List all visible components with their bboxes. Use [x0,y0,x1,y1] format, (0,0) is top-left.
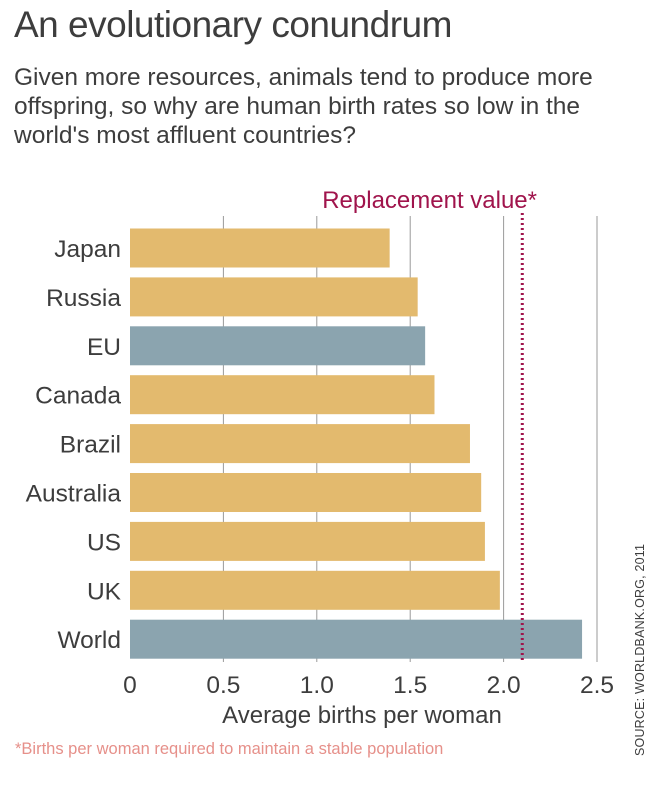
bar-uk [130,570,500,610]
source-note: SOURCE: WORLDBANK.ORG, 2011 [633,543,647,756]
bar-chart: Japan Russia EU Canada Brazil Australia US UK Wo… [26,187,614,729]
category-label: US [87,529,121,556]
bar-australia [130,473,482,512]
category-label: World [57,627,121,654]
x-axis-label: Average births per woman [222,702,502,729]
category-label: Russia [46,285,121,312]
category-label: UK [87,578,122,605]
replacement-reference: Replacement value* [322,187,537,662]
bar-canada [130,375,435,415]
category-label: Canada [35,383,121,410]
category-label: Japan [54,236,121,263]
category-label: Australia [26,481,122,508]
x-tick-label: 1.5 [393,672,427,699]
bars [130,228,583,659]
x-tick-label: 2.0 [487,672,521,699]
bar-brazil [130,424,470,464]
x-axis-ticks: 0 0.5 1.0 1.5 2.0 2.5 [123,672,614,699]
footnote: *Births per woman required to maintain a… [15,740,444,758]
chart-title: An evolutionary conundrum [14,4,452,45]
category-label: Brazil [60,432,121,459]
bar-world [130,619,583,659]
x-tick-label: 0.5 [206,672,240,699]
chart-subtitle: Given more resources, animals tend to pr… [14,64,593,149]
bar-eu [130,326,426,366]
replacement-label: Replacement value* [322,187,537,214]
bar-japan [130,228,390,268]
bar-us [130,521,485,561]
bar-russia [130,277,418,317]
category-labels: Japan Russia EU Canada Brazil Australia US UK Wo… [26,236,122,654]
x-tick-label: 1.0 [300,672,334,699]
x-tick-label: 2.5 [580,672,614,699]
category-label: EU [87,334,121,361]
x-tick-label: 0 [123,672,137,699]
